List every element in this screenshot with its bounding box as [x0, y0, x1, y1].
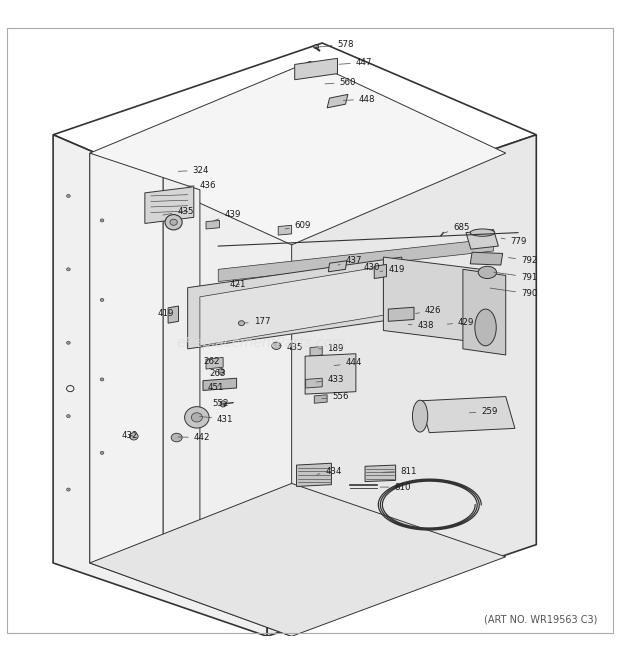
Text: 792: 792	[508, 256, 538, 265]
Polygon shape	[388, 307, 414, 321]
Text: 442: 442	[178, 433, 210, 442]
Text: 421: 421	[229, 280, 246, 289]
Text: 436: 436	[187, 181, 216, 190]
Ellipse shape	[218, 368, 224, 375]
Polygon shape	[218, 239, 494, 282]
Polygon shape	[466, 229, 498, 249]
Ellipse shape	[192, 412, 202, 422]
Polygon shape	[145, 187, 194, 223]
Polygon shape	[206, 220, 219, 229]
Text: 430: 430	[356, 263, 380, 272]
Ellipse shape	[100, 219, 104, 222]
Ellipse shape	[239, 321, 244, 326]
Polygon shape	[200, 266, 383, 346]
Polygon shape	[203, 378, 237, 391]
Text: 434: 434	[317, 467, 342, 476]
Text: 432: 432	[122, 431, 138, 440]
Text: 578: 578	[319, 40, 354, 49]
Ellipse shape	[272, 342, 281, 350]
Text: 259: 259	[469, 407, 498, 416]
Polygon shape	[329, 261, 347, 272]
Polygon shape	[306, 378, 322, 388]
Polygon shape	[310, 346, 322, 356]
Ellipse shape	[171, 433, 182, 442]
Polygon shape	[294, 58, 337, 80]
Ellipse shape	[66, 268, 70, 271]
Text: 811: 811	[383, 467, 417, 476]
Text: 435: 435	[163, 207, 194, 215]
Polygon shape	[374, 264, 386, 278]
Polygon shape	[267, 135, 536, 637]
Ellipse shape	[170, 219, 177, 225]
Text: 435: 435	[279, 342, 303, 352]
Text: 438: 438	[408, 321, 434, 330]
Ellipse shape	[66, 341, 70, 344]
Polygon shape	[470, 253, 503, 265]
Polygon shape	[206, 358, 223, 369]
Ellipse shape	[66, 488, 70, 491]
Ellipse shape	[130, 433, 138, 440]
Polygon shape	[188, 257, 402, 349]
Text: 552: 552	[212, 399, 229, 408]
Text: 262: 262	[203, 356, 219, 366]
Ellipse shape	[100, 378, 104, 381]
Text: 810: 810	[380, 483, 411, 492]
Text: 324: 324	[178, 166, 209, 175]
Polygon shape	[327, 95, 348, 108]
Ellipse shape	[66, 414, 70, 418]
Polygon shape	[90, 61, 506, 245]
Text: 437: 437	[338, 256, 362, 265]
Text: 790: 790	[490, 288, 538, 298]
Text: 431: 431	[200, 414, 234, 424]
Polygon shape	[463, 269, 506, 355]
Text: 177: 177	[244, 317, 270, 327]
Polygon shape	[278, 225, 291, 235]
Text: 556: 556	[322, 392, 349, 401]
Ellipse shape	[475, 309, 496, 346]
Text: 779: 779	[501, 237, 527, 247]
Text: 433: 433	[316, 375, 343, 384]
Polygon shape	[90, 153, 163, 588]
Text: (ART NO. WR19563 C3): (ART NO. WR19563 C3)	[484, 614, 598, 624]
Text: 419: 419	[157, 309, 174, 318]
Text: 439: 439	[213, 210, 241, 221]
Text: 451: 451	[208, 383, 224, 393]
Ellipse shape	[470, 229, 495, 236]
Ellipse shape	[314, 45, 319, 48]
Ellipse shape	[220, 401, 226, 407]
Text: 429: 429	[448, 318, 474, 327]
Ellipse shape	[412, 400, 428, 432]
Ellipse shape	[100, 451, 104, 454]
Polygon shape	[163, 178, 200, 600]
Polygon shape	[420, 397, 515, 433]
Text: 685: 685	[443, 223, 469, 233]
Polygon shape	[90, 153, 291, 637]
Polygon shape	[383, 257, 481, 343]
Text: 426: 426	[415, 306, 441, 315]
Polygon shape	[296, 463, 332, 486]
Polygon shape	[90, 483, 506, 637]
Text: 448: 448	[343, 95, 376, 104]
Text: 560: 560	[325, 78, 356, 87]
Ellipse shape	[66, 194, 70, 198]
Text: 791: 791	[494, 272, 538, 282]
Text: 263: 263	[209, 369, 226, 378]
Text: 419: 419	[380, 265, 405, 274]
Ellipse shape	[100, 298, 104, 301]
Ellipse shape	[165, 215, 182, 230]
Text: eReplacementParts.com: eReplacementParts.com	[176, 336, 346, 350]
Polygon shape	[168, 306, 179, 323]
Polygon shape	[314, 395, 327, 403]
Text: 189: 189	[319, 344, 343, 354]
Text: 447: 447	[339, 58, 373, 67]
Polygon shape	[365, 465, 396, 482]
Polygon shape	[53, 135, 267, 637]
Ellipse shape	[478, 266, 497, 278]
Polygon shape	[305, 354, 356, 394]
Ellipse shape	[185, 407, 209, 428]
Text: 444: 444	[334, 358, 362, 368]
Text: 609: 609	[285, 221, 311, 230]
